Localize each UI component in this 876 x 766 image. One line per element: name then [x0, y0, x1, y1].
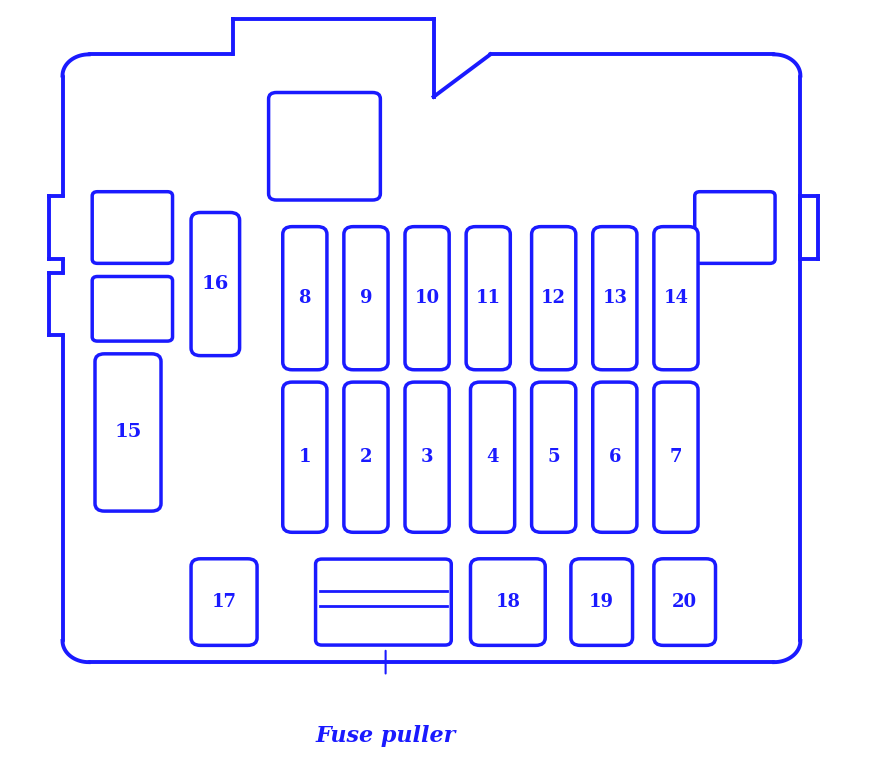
FancyBboxPatch shape [470, 382, 515, 532]
FancyBboxPatch shape [92, 277, 173, 341]
Text: 9: 9 [360, 290, 372, 307]
FancyBboxPatch shape [466, 227, 511, 370]
Text: 13: 13 [603, 290, 627, 307]
Text: 18: 18 [495, 593, 520, 611]
FancyBboxPatch shape [653, 382, 698, 532]
FancyBboxPatch shape [695, 192, 775, 264]
FancyBboxPatch shape [269, 93, 380, 200]
Text: 7: 7 [670, 448, 682, 466]
FancyBboxPatch shape [593, 382, 637, 532]
FancyBboxPatch shape [532, 227, 576, 370]
Text: 11: 11 [476, 290, 501, 307]
FancyBboxPatch shape [405, 382, 449, 532]
Text: 2: 2 [360, 448, 372, 466]
FancyBboxPatch shape [283, 382, 327, 532]
Text: 10: 10 [414, 290, 440, 307]
Text: 19: 19 [590, 593, 614, 611]
FancyBboxPatch shape [653, 558, 716, 646]
FancyBboxPatch shape [92, 192, 173, 264]
FancyBboxPatch shape [191, 558, 257, 646]
FancyBboxPatch shape [653, 227, 698, 370]
Text: 6: 6 [609, 448, 621, 466]
Text: 12: 12 [541, 290, 566, 307]
FancyBboxPatch shape [571, 558, 632, 646]
FancyBboxPatch shape [344, 382, 388, 532]
Text: 17: 17 [212, 593, 237, 611]
Text: 5: 5 [548, 448, 560, 466]
FancyBboxPatch shape [405, 227, 449, 370]
Text: 3: 3 [420, 448, 434, 466]
Text: 16: 16 [201, 275, 229, 293]
Text: 15: 15 [115, 424, 142, 441]
FancyBboxPatch shape [344, 227, 388, 370]
FancyBboxPatch shape [593, 227, 637, 370]
FancyBboxPatch shape [470, 558, 545, 646]
Text: 20: 20 [672, 593, 697, 611]
FancyBboxPatch shape [283, 227, 327, 370]
FancyBboxPatch shape [191, 212, 240, 355]
Text: Fuse puller: Fuse puller [315, 725, 456, 748]
Text: 1: 1 [299, 448, 311, 466]
FancyBboxPatch shape [532, 382, 576, 532]
FancyBboxPatch shape [95, 354, 161, 511]
Text: 14: 14 [663, 290, 689, 307]
Text: 8: 8 [299, 290, 311, 307]
FancyBboxPatch shape [315, 559, 451, 645]
Text: 4: 4 [486, 448, 498, 466]
